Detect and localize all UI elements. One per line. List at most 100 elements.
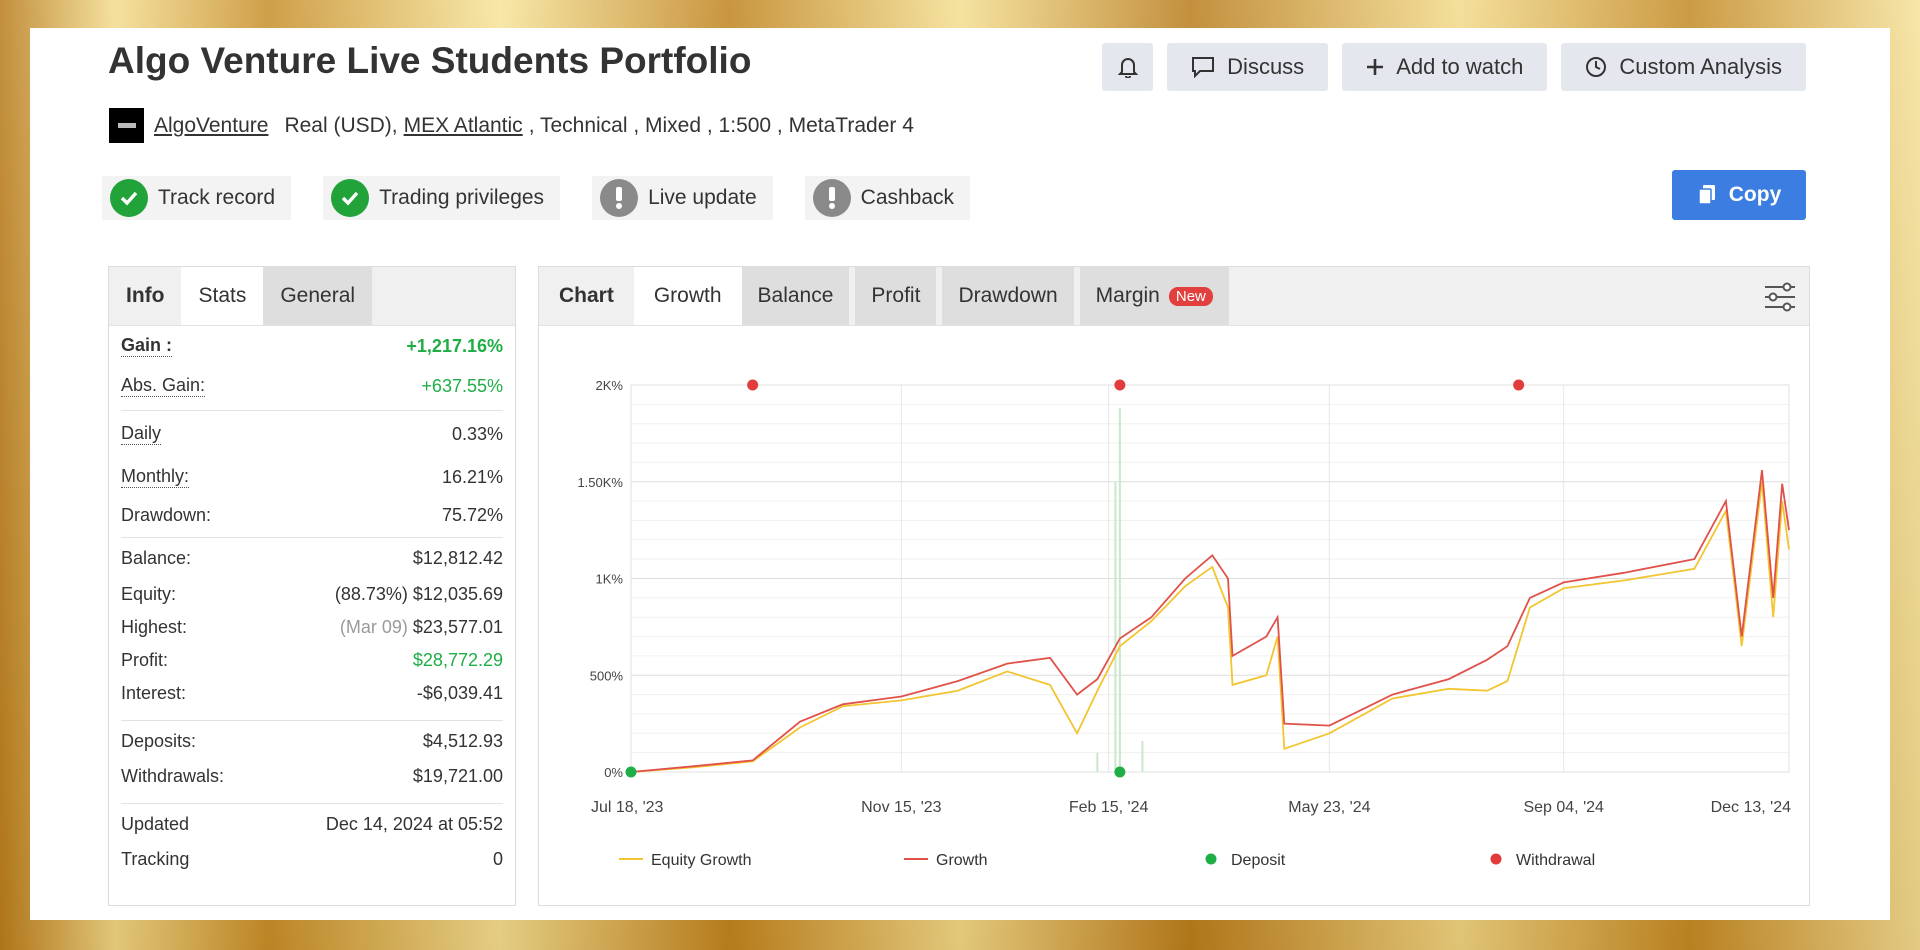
new-badge: New <box>1168 286 1213 306</box>
equity-percent: (88.73%) <box>334 584 408 604</box>
clock-icon <box>1586 57 1607 77</box>
discuss-label: Discuss <box>1227 54 1305 79</box>
chart-tabs: Chart Growth Balance Profit Drawdown Mar… <box>539 267 1809 326</box>
page-title: Algo Venture Live Students Portfolio <box>108 40 752 81</box>
tab-stats[interactable]: Stats <box>181 267 264 325</box>
withdrawal-marker <box>1114 379 1126 391</box>
growth-chart: 0% 500% 1K% 1.50K% 2K% Jul 18, '23 Nov 15, '23… <box>577 378 1792 869</box>
account-details: , Technical , Mixed , 1:500 , MetaTrader… <box>528 113 914 137</box>
equity-amount: $12,035.69 <box>412 584 503 604</box>
tab-info[interactable]: Info <box>126 284 165 307</box>
stat-value: (88.73%) $12,035.69 <box>335 584 503 605</box>
stat-label: Equity: <box>121 584 177 604</box>
stat-interest: Interest: -$6,039.41 <box>121 677 503 710</box>
deposit-marker <box>1114 766 1126 778</box>
stat-profit: Profit: $28,772.29 <box>121 644 503 677</box>
custom-analysis-label: Custom Analysis <box>1619 54 1782 79</box>
bell-icon <box>1117 58 1138 78</box>
tab-margin[interactable]: Margin New <box>1079 267 1229 325</box>
highest-date: (Mar 09) <box>339 617 408 637</box>
stat-value: +637.55% <box>421 375 503 396</box>
stat-label: Withdrawals: <box>121 765 225 786</box>
verification-badges: Track record Trading privileges Live upd… <box>102 176 971 220</box>
stat-tracking: Tracking 0 <box>121 844 503 874</box>
stat-label: Tracking <box>121 848 190 869</box>
stat-value: +1,217.16% <box>406 335 503 356</box>
stat-label[interactable]: Gain : <box>121 335 173 357</box>
tab-growth[interactable]: Growth <box>633 267 742 325</box>
legend-swatch <box>1490 853 1502 865</box>
stat-label[interactable]: Monthly: <box>121 466 190 488</box>
stat-value: $4,512.93 <box>422 730 503 751</box>
badge-label: Trading privileges <box>379 186 545 209</box>
stat-highest: Highest: (Mar 09) $23,577.01 <box>121 611 503 644</box>
discuss-button[interactable]: Discuss <box>1167 43 1329 91</box>
withdrawal-marker <box>747 379 759 391</box>
account-meta: AlgoVenture Real (USD), MEX Atlantic , T… <box>109 108 914 143</box>
legend-label: Withdrawal <box>1516 852 1595 869</box>
stats-tabs: Info Stats General <box>109 267 515 326</box>
stat-value: 75.72% <box>441 504 503 525</box>
stats-card: Info Stats General Gain : +1,217.16% Abs… <box>108 266 516 906</box>
legend-swatch <box>1205 853 1217 865</box>
legend-label: Equity Growth <box>651 852 751 869</box>
legend-label: Growth <box>936 852 988 869</box>
badge-label: Live update <box>648 186 757 209</box>
stat-withdrawals: Withdrawals: $19,721.00 <box>121 761 503 791</box>
check-icon <box>110 179 148 217</box>
tab-chart[interactable]: Chart <box>559 284 614 307</box>
stat-value: $28,772.29 <box>412 650 503 670</box>
deposit-marker <box>625 766 637 778</box>
x-tick-label: Sep 04, '24 <box>1523 799 1604 816</box>
comment-icon <box>1192 57 1215 78</box>
stat-deposits: Deposits: $4,512.93 <box>121 721 503 761</box>
stat-value: (Mar 09) $23,577.01 <box>340 617 503 638</box>
stat-label: Highest: <box>121 617 188 637</box>
stat-label[interactable]: Abs. Gain: <box>121 375 206 397</box>
stat-equity: Equity: (88.73%) $12,035.69 <box>121 578 503 611</box>
stat-value: 0.33% <box>451 423 503 444</box>
stat-abs-gain: Abs. Gain: +637.55% <box>121 366 503 406</box>
x-tick-label: Dec 13, '24 <box>1711 799 1792 816</box>
check-icon <box>331 179 370 217</box>
top-actions: Discuss Add to watch Custom Analysis <box>1102 43 1806 91</box>
x-tick-label: May 23, '24 <box>1288 799 1370 816</box>
add-to-watch-button[interactable]: Add to watch <box>1342 43 1548 91</box>
stat-label: Updated <box>121 813 190 834</box>
plus-icon <box>1367 59 1384 75</box>
tab-drawdown[interactable]: Drawdown <box>942 267 1074 325</box>
stat-updated: Updated Dec 14, 2024 at 05:52 <box>121 804 503 844</box>
legend-label: Deposit <box>1231 852 1286 869</box>
stat-balance: Balance: $12,812.42 <box>121 538 503 578</box>
badge-cashback: Cashback <box>804 176 971 220</box>
notification-button[interactable] <box>1102 43 1154 91</box>
tab-margin-label: Margin <box>1095 284 1160 307</box>
badge-track-record: Track record <box>102 176 292 220</box>
stat-label[interactable]: Daily <box>121 423 162 445</box>
plot-area <box>630 384 1790 773</box>
portfolio-panel: Algo Venture Live Students Portfolio Dis… <box>30 28 1890 920</box>
stats-body: Gain : +1,217.16% Abs. Gain: +637.55% Da… <box>109 326 515 874</box>
add-to-watch-label: Add to watch <box>1396 54 1524 79</box>
author-link[interactable]: AlgoVenture <box>154 113 269 137</box>
tab-general[interactable]: General <box>263 267 373 325</box>
tab-profit[interactable]: Profit <box>855 267 937 325</box>
chart-settings-button[interactable] <box>1763 281 1797 318</box>
stat-label: Deposits: <box>121 730 197 751</box>
stat-value: $19,721.00 <box>412 765 503 786</box>
stat-label: Balance: <box>121 547 192 568</box>
custom-analysis-button[interactable]: Custom Analysis <box>1561 43 1806 91</box>
tab-balance[interactable]: Balance <box>741 267 850 325</box>
equity-growth-line <box>630 481 1790 773</box>
copy-button[interactable]: Copy <box>1672 170 1806 220</box>
badge-label: Track record <box>158 186 276 209</box>
badge-trading-privileges: Trading privileges <box>323 176 561 220</box>
stat-value: Dec 14, 2024 at 05:52 <box>325 813 503 834</box>
stat-value: -$6,039.41 <box>416 683 503 703</box>
y-tick-label: 2K% <box>596 378 624 393</box>
x-tick-label: Nov 15, '23 <box>861 799 942 816</box>
y-tick-label: 0% <box>604 765 623 780</box>
growth-line <box>630 469 1790 773</box>
broker-link[interactable]: MEX Atlantic <box>403 113 523 137</box>
stat-label: Drawdown: <box>121 504 212 525</box>
